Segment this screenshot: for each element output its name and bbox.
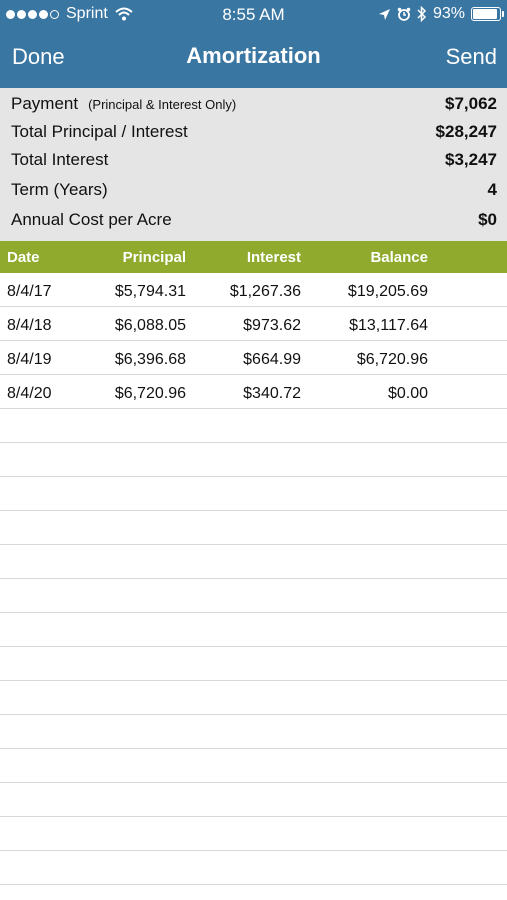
cell-balance: $6,720.96 <box>356 351 428 368</box>
cell-date: 8/4/18 <box>7 317 52 334</box>
table-row: 8/4/18 $6,088.05 $973.62 $13,117.64 <box>0 307 507 341</box>
empty-row <box>0 477 507 511</box>
empty-row <box>0 511 507 545</box>
column-header-balance: Balance <box>370 249 428 266</box>
carrier-area: Sprint <box>6 5 133 23</box>
summary-value: $7,062 <box>445 94 497 113</box>
battery-icon <box>471 7 504 21</box>
navigation-header: Sprint 8:55 AM 93% <box>0 0 507 88</box>
summary-label: Total Interest <box>11 150 109 169</box>
column-header-date: Date <box>7 249 40 266</box>
cell-interest: $664.99 <box>243 351 301 368</box>
summary-label: Total Principal / Interest <box>11 122 188 141</box>
empty-row <box>0 783 507 817</box>
summary-row-total-principal-interest: Total Principal / Interest $28,247 <box>0 118 507 146</box>
cell-principal: $6,396.68 <box>114 351 186 368</box>
summary-row-total-interest: Total Interest $3,247 <box>0 146 507 174</box>
loan-summary: Payment (Principal & Interest Only) $7,06… <box>0 88 507 241</box>
empty-row <box>0 647 507 681</box>
cell-principal: $6,720.96 <box>114 385 186 402</box>
cell-balance: $13,117.64 <box>349 317 428 334</box>
column-header-principal: Principal <box>122 249 186 266</box>
empty-row <box>0 443 507 477</box>
empty-row <box>0 851 507 885</box>
cell-principal: $6,088.05 <box>114 317 186 334</box>
send-button[interactable]: Send <box>445 44 497 69</box>
summary-label: Term (Years) <box>11 180 108 199</box>
battery-percent: 93% <box>432 5 465 22</box>
done-button[interactable]: Done <box>12 44 65 69</box>
cell-balance: $19,205.69 <box>347 283 428 300</box>
bluetooth-icon <box>417 6 427 22</box>
table-row: 8/4/17 $5,794.31 $1,267.36 $19,205.69 <box>0 273 507 307</box>
wifi-icon <box>115 7 133 21</box>
navbar: Done Amortization Send <box>0 30 507 88</box>
cell-date: 8/4/19 <box>7 351 52 368</box>
cell-principal: $5,794.31 <box>114 283 186 300</box>
summary-label: Annual Cost per Acre <box>11 210 172 229</box>
summary-value: $28,247 <box>435 122 497 141</box>
cell-date: 8/4/20 <box>7 385 52 402</box>
column-header-interest: Interest <box>246 249 301 266</box>
empty-row <box>0 817 507 851</box>
empty-row <box>0 681 507 715</box>
summary-value: $0 <box>478 210 497 229</box>
page-title: Amortization <box>186 43 321 68</box>
location-arrow-icon <box>378 8 390 20</box>
cell-interest: $1,267.36 <box>229 283 301 300</box>
summary-note: (Principal & Interest Only) <box>88 97 237 112</box>
cell-interest: $340.72 <box>243 385 301 402</box>
alarm-clock-icon <box>397 7 411 21</box>
status-bar: Sprint 8:55 AM 93% <box>0 0 507 30</box>
summary-row-term: Term (Years) 4 <box>0 176 507 204</box>
cell-interest: $973.62 <box>243 317 301 334</box>
status-indicators: 93% <box>378 5 504 23</box>
summary-value: $3,247 <box>445 150 497 169</box>
empty-row <box>0 749 507 783</box>
empty-row <box>0 545 507 579</box>
empty-row <box>0 579 507 613</box>
table-row: 8/4/20 $6,720.96 $340.72 $0.00 <box>0 375 507 409</box>
table-row: 8/4/19 $6,396.68 $664.99 $6,720.96 <box>0 341 507 375</box>
empty-row <box>0 715 507 749</box>
empty-row <box>0 613 507 647</box>
summary-value: 4 <box>487 180 497 199</box>
empty-row <box>0 409 507 443</box>
signal-strength-icon <box>6 9 59 19</box>
cell-balance: $0.00 <box>387 385 428 402</box>
summary-row-annual-cost: Annual Cost per Acre $0 <box>0 206 507 234</box>
cell-date: 8/4/17 <box>7 283 52 300</box>
table-header: Date Principal Interest Balance <box>0 241 507 273</box>
status-time: 8:55 AM <box>222 5 285 24</box>
summary-row-payment: Payment (Principal & Interest Only) $7,06… <box>0 90 507 118</box>
carrier-name: Sprint <box>66 5 108 22</box>
summary-label: Payment (Principal & Interest Only) <box>11 94 237 113</box>
